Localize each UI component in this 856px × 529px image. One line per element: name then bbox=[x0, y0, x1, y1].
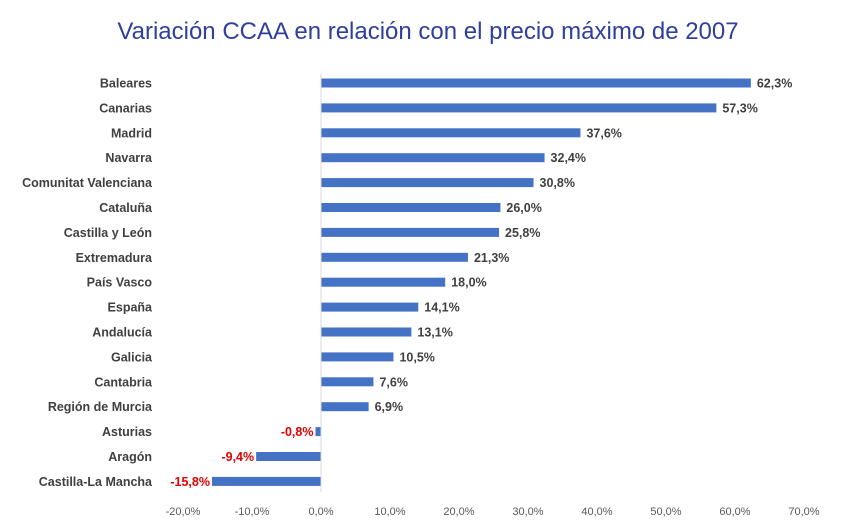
category-label: Navarra bbox=[105, 151, 153, 165]
category-label: Comunitat Valenciana bbox=[22, 176, 153, 190]
category-label: Madrid bbox=[111, 126, 152, 140]
bar bbox=[321, 302, 419, 312]
data-label: 57,3% bbox=[722, 101, 757, 115]
category-label: Canarias bbox=[99, 101, 152, 115]
x-tick-label: 20,0% bbox=[443, 506, 474, 518]
x-tick-label: 60,0% bbox=[719, 506, 750, 518]
bar bbox=[321, 103, 717, 113]
bar bbox=[256, 452, 321, 461]
data-label: 32,4% bbox=[551, 151, 586, 165]
data-label: 37,6% bbox=[586, 126, 621, 140]
bar bbox=[321, 277, 446, 287]
category-label: País Vasco bbox=[87, 276, 153, 290]
bar bbox=[321, 178, 534, 188]
bar bbox=[321, 128, 581, 138]
data-label: 18,0% bbox=[451, 276, 486, 290]
x-tick-label: 50,0% bbox=[650, 506, 681, 518]
bar bbox=[321, 327, 412, 337]
data-label: 25,8% bbox=[505, 226, 540, 240]
category-label: Aragón bbox=[108, 450, 152, 464]
data-label: -15,8% bbox=[170, 475, 210, 489]
x-tick-label: 0,0% bbox=[308, 506, 333, 518]
data-label: 6,9% bbox=[375, 400, 404, 414]
data-label: 7,6% bbox=[379, 375, 408, 389]
bar bbox=[315, 427, 321, 437]
x-tick-label: -10,0% bbox=[235, 506, 270, 518]
chart-title: Variación CCAA en relación con el precio… bbox=[117, 18, 739, 45]
bar bbox=[321, 203, 501, 212]
category-label: Andalucía bbox=[92, 326, 153, 340]
category-label: Galicia bbox=[111, 350, 153, 364]
category-label: Cantabria bbox=[94, 375, 153, 389]
category-label: Extremadura bbox=[76, 251, 153, 265]
data-label: 10,5% bbox=[399, 350, 434, 364]
bar bbox=[321, 402, 369, 412]
bar bbox=[321, 252, 468, 262]
category-label: Castilla y León bbox=[64, 226, 152, 240]
bar bbox=[321, 352, 394, 362]
x-tick-label: 30,0% bbox=[512, 506, 543, 518]
x-tick-label: 10,0% bbox=[374, 506, 405, 518]
category-label: Asturias bbox=[102, 425, 152, 439]
x-tick-label: -20,0% bbox=[166, 506, 201, 518]
bar bbox=[321, 78, 751, 88]
x-tick-label: 70,0% bbox=[788, 506, 819, 518]
bar bbox=[321, 153, 545, 163]
data-label: 26,0% bbox=[506, 201, 541, 215]
bar bbox=[321, 377, 374, 387]
data-label: 13,1% bbox=[417, 326, 452, 340]
category-label: Castilla-La Mancha bbox=[39, 475, 153, 489]
data-label: -9,4% bbox=[221, 450, 254, 464]
x-tick-label: 40,0% bbox=[581, 506, 612, 518]
category-label: Baleares bbox=[100, 77, 152, 91]
bar bbox=[211, 476, 321, 486]
category-label: Cataluña bbox=[99, 201, 153, 215]
category-label: Región de Murcia bbox=[48, 400, 153, 414]
data-label: 62,3% bbox=[757, 77, 792, 91]
data-label: 30,8% bbox=[540, 176, 575, 190]
data-label: -0,8% bbox=[281, 425, 314, 439]
bar bbox=[321, 227, 500, 237]
data-label: 14,1% bbox=[424, 301, 459, 315]
category-label: España bbox=[108, 301, 154, 315]
data-label: 21,3% bbox=[474, 251, 509, 265]
